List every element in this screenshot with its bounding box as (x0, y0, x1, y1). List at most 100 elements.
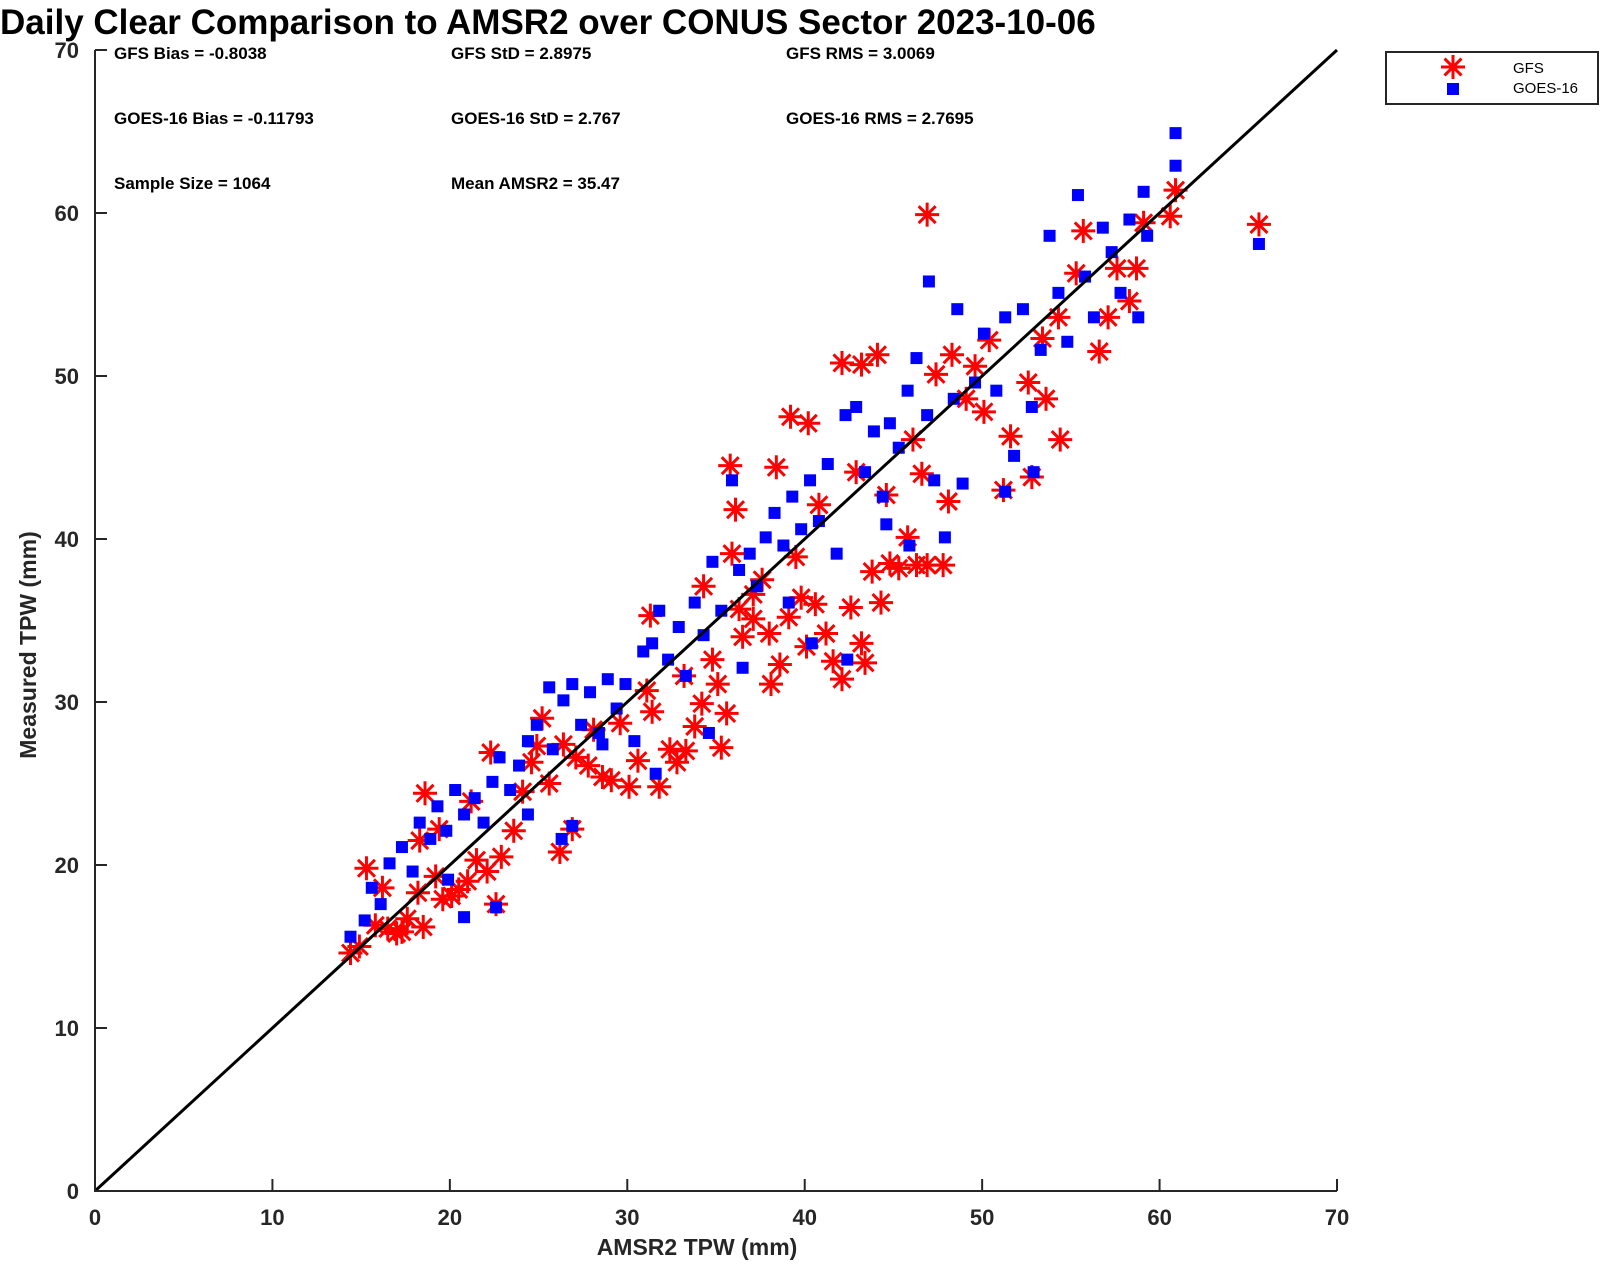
legend-goes-square (1447, 83, 1459, 95)
gfs-point (1124, 256, 1149, 281)
goes-16-point (867, 425, 880, 438)
goes-16-point (555, 832, 568, 845)
goes-16-point (977, 327, 990, 340)
goes-16-point (344, 930, 357, 943)
axes: 0 10 20 30 40 50 60 70 0 10 20 30 40 50 60 70 (55, 38, 1350, 1230)
goes-16-point (1123, 213, 1136, 226)
goes-16-point (702, 726, 715, 739)
gfs-point (501, 818, 526, 843)
gfs-point (411, 914, 436, 939)
goes-16-point (649, 767, 662, 780)
gfs-point (608, 711, 633, 736)
gfs-point (1016, 370, 1041, 395)
gfs-point (829, 350, 854, 375)
gfs-point (853, 650, 878, 675)
gfs-point (475, 859, 500, 884)
goes-16-point (1052, 286, 1065, 299)
goes-16-point (1008, 449, 1021, 462)
goes-16-point (1061, 335, 1074, 348)
goes-16-point (697, 629, 710, 642)
gfs-point (682, 714, 707, 739)
gfs-point (714, 701, 739, 726)
goes-16-point (477, 816, 490, 829)
goes-16-point (768, 506, 781, 519)
gfs-point (455, 869, 480, 894)
gfs-point (838, 595, 863, 620)
legend-goes-square-icon (1447, 83, 1459, 95)
legend-gfs-star (1441, 55, 1465, 79)
gfs-point (647, 774, 672, 799)
goes-16-point (859, 466, 872, 479)
goes-16-point (1071, 189, 1084, 202)
y-tick-label: 40 (55, 527, 79, 552)
goes-16-point (1087, 311, 1100, 324)
goes-16-point (1141, 229, 1154, 242)
gfs-point (759, 672, 784, 697)
goes-16-point (782, 596, 795, 609)
stats-annotations: GFS Bias = -0.8038 GFS StD = 2.8975 GFS … (114, 44, 974, 193)
goes-16-point (1016, 303, 1029, 316)
goes-16-point (821, 458, 834, 471)
goes-16-point (646, 637, 659, 650)
legend: GFS GOES-16 (1385, 51, 1599, 105)
gfs-point (730, 624, 755, 649)
goes-16-point (610, 702, 623, 715)
goes-16-point (759, 531, 772, 544)
goes-16-point (395, 841, 408, 854)
gfs-point (1034, 386, 1059, 411)
gfs-point (489, 844, 514, 869)
one-to-one-reference-line (93, 48, 1339, 1193)
gfs-point (909, 461, 934, 486)
goes-16-point (653, 604, 666, 617)
gfs-point (709, 735, 734, 760)
goes-16-point (557, 694, 570, 707)
gfs-point (617, 774, 642, 799)
gfs-point (576, 753, 601, 778)
goes-16-point (830, 547, 843, 560)
gfs-point (689, 691, 714, 716)
y-tick-label: 20 (55, 853, 79, 878)
goes-16-point (901, 384, 914, 397)
goes-16-point (619, 678, 632, 691)
goes-16-point (442, 873, 455, 886)
goes-16-point (1169, 159, 1182, 172)
goes-16-point (736, 661, 749, 674)
gfs-point (1087, 339, 1112, 364)
goes-std-annotation: GOES-16 StD = 2.767 (451, 109, 621, 128)
goes-16-point (458, 911, 471, 924)
goes-16-point (733, 563, 746, 576)
goes-16-point (903, 539, 916, 552)
goes-16-point (725, 474, 738, 487)
goes-16-point (543, 681, 556, 694)
x-tick-label: 70 (1325, 1205, 1349, 1230)
goes-16-point (883, 417, 896, 430)
y-tick-label: 30 (55, 690, 79, 715)
goes-16-point (1027, 466, 1040, 479)
y-tick-label: 50 (55, 364, 79, 389)
goes-16-point (566, 819, 579, 832)
goes-rms-annotation: GOES-16 RMS = 2.7695 (786, 109, 974, 128)
goes-16-point (786, 490, 799, 503)
gfs-point (931, 553, 956, 578)
y-tick-label: 70 (55, 38, 79, 63)
goes-16-point (458, 808, 471, 821)
goes-16-point (743, 547, 756, 560)
gfs-point (829, 667, 854, 692)
gfs-rms-annotation: GFS RMS = 3.0069 (786, 44, 935, 63)
goes-16-point (928, 474, 941, 487)
gfs-bias-annotation: GFS Bias = -0.8038 (114, 44, 267, 63)
gfs-point (814, 621, 839, 646)
gfs-point (1048, 427, 1073, 452)
goes-16-point (805, 637, 818, 650)
gfs-point (1117, 289, 1142, 314)
x-tick-label: 50 (970, 1205, 994, 1230)
gfs-point (915, 202, 940, 227)
y-tick-label: 0 (67, 1179, 79, 1204)
x-tick-label: 0 (89, 1205, 101, 1230)
goes-16-point (521, 808, 534, 821)
legend-goes-label: GOES-16 (1513, 80, 1578, 97)
goes-16-point (921, 409, 934, 422)
goes-16-point (489, 901, 502, 914)
goes-16-point (841, 653, 854, 666)
gfs-point (869, 590, 894, 615)
